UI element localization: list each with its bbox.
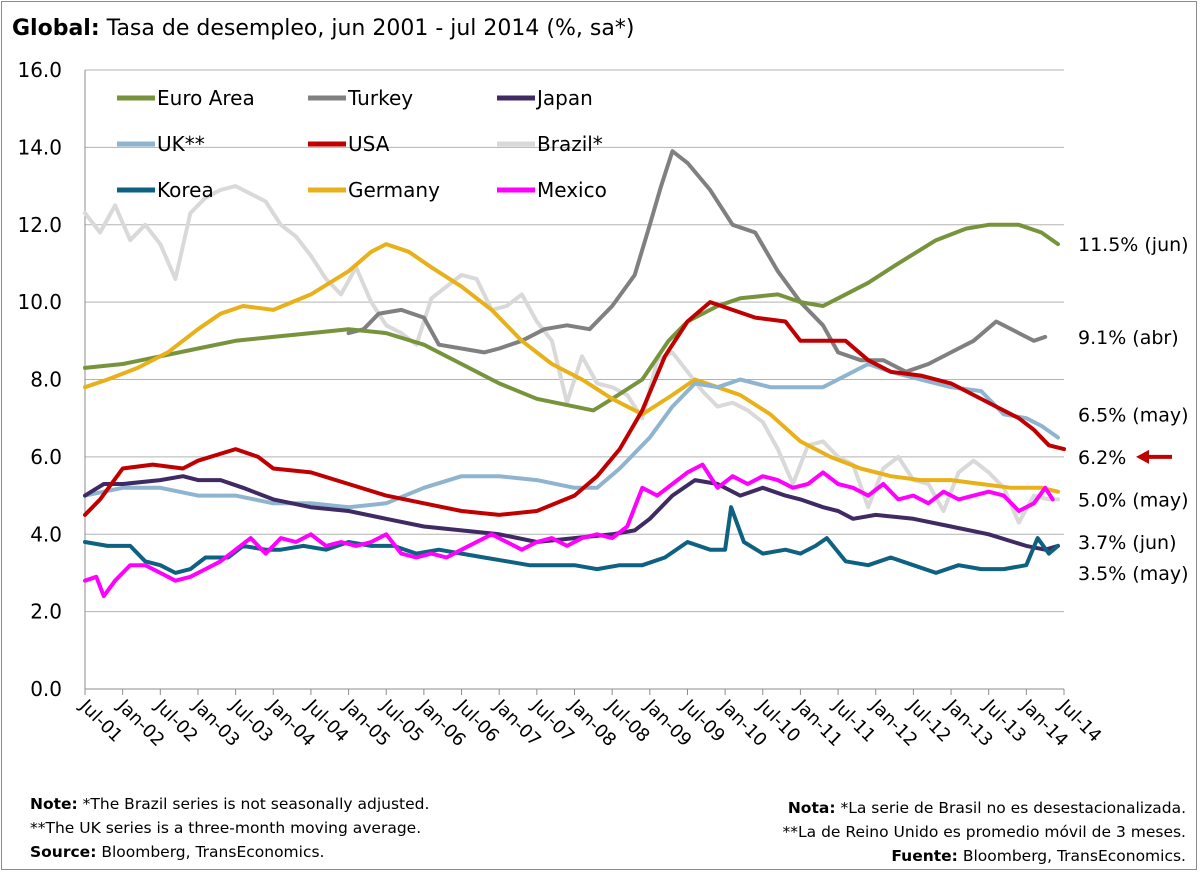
note-label: Note: [30, 795, 78, 813]
end-value-label: 3.5% (may) [1078, 563, 1189, 585]
y-tick-label: 14.0 [17, 135, 62, 159]
y-tick-label: 10.0 [17, 290, 62, 314]
y-tick-label: 8.0 [30, 368, 62, 392]
nota-line: Fuente: Bloomberg, TransEconomics. [783, 844, 1186, 868]
fuente-label: Fuente: [891, 847, 958, 865]
arrow-head [1136, 449, 1149, 464]
note-line: Note: *The Brazil series is not seasonal… [30, 792, 429, 816]
fuente-text: Bloomberg, TransEconomics. [957, 847, 1186, 865]
series-line-brazil [83, 184, 1060, 525]
note-line: **The UK series is a three-month moving … [30, 816, 429, 840]
notes-spanish: Nota: *La serie de Brasil no es desestac… [783, 796, 1186, 868]
legend-label: Turkey [347, 86, 413, 110]
nota-text: *La serie de Brasil no es desestacionali… [835, 799, 1186, 817]
legend-label: USA [348, 132, 390, 156]
series-line-japan [83, 474, 1060, 552]
notes-english: Note: *The Brazil series is not seasonal… [30, 792, 429, 864]
legend-label: Brazil* [537, 132, 603, 156]
note-text: **The UK series is a three-month moving … [30, 819, 422, 837]
end-value-label: 11.5% (jun) [1078, 234, 1189, 256]
legend-label: Korea [157, 178, 214, 202]
end-value-label: 6.5% (may) [1078, 404, 1189, 426]
nota-line: Nota: *La serie de Brasil no es desestac… [783, 796, 1186, 820]
note-line: Source: Bloomberg, TransEconomics. [30, 840, 429, 864]
source-text: Bloomberg, TransEconomics. [96, 843, 325, 861]
legend-label: Germany [348, 178, 440, 202]
series-line-germany [83, 242, 1060, 494]
end-value-label: 5.0% (may) [1078, 489, 1189, 511]
legend-label: Japan [535, 86, 593, 110]
y-tick-label: 16.0 [17, 58, 62, 82]
end-value-label: 3.7% (jun) [1078, 532, 1177, 554]
y-tick-label: 4.0 [30, 522, 62, 546]
end-value-label: 6.2% [1078, 447, 1126, 469]
y-tick-label: 0.0 [30, 677, 62, 701]
legend-label: Mexico [537, 178, 607, 202]
series-line-mexico [83, 462, 1055, 599]
series-line-turkey [346, 149, 1048, 374]
end-value-label: 9.1% (abr) [1078, 327, 1179, 349]
nota-text: **La de Reino Unido es promedio móvil de… [782, 823, 1186, 841]
series-line-usa [83, 300, 1066, 517]
x-tick-label: Jul-01 [75, 695, 127, 747]
nota-label: Nota: [787, 799, 836, 817]
y-tick-label: 2.0 [30, 600, 62, 624]
source-label: Source: [30, 843, 97, 861]
legend-label: UK** [157, 132, 205, 156]
nota-line: **La de Reino Unido es promedio móvil de… [783, 820, 1186, 844]
y-tick-label: 12.0 [17, 213, 62, 237]
title-bold: Global: [12, 16, 100, 41]
chart-title: Global: Tasa de desempleo, jun 2001 - ju… [12, 16, 634, 41]
y-tick-label: 6.0 [30, 445, 62, 469]
series-line-euroarea [83, 222, 1060, 413]
title-text: Tasa de desempleo, jun 2001 - jul 2014 (… [106, 16, 635, 41]
note-text: *The Brazil series is not seasonally adj… [77, 795, 430, 813]
legend-label: Euro Area [157, 86, 255, 110]
